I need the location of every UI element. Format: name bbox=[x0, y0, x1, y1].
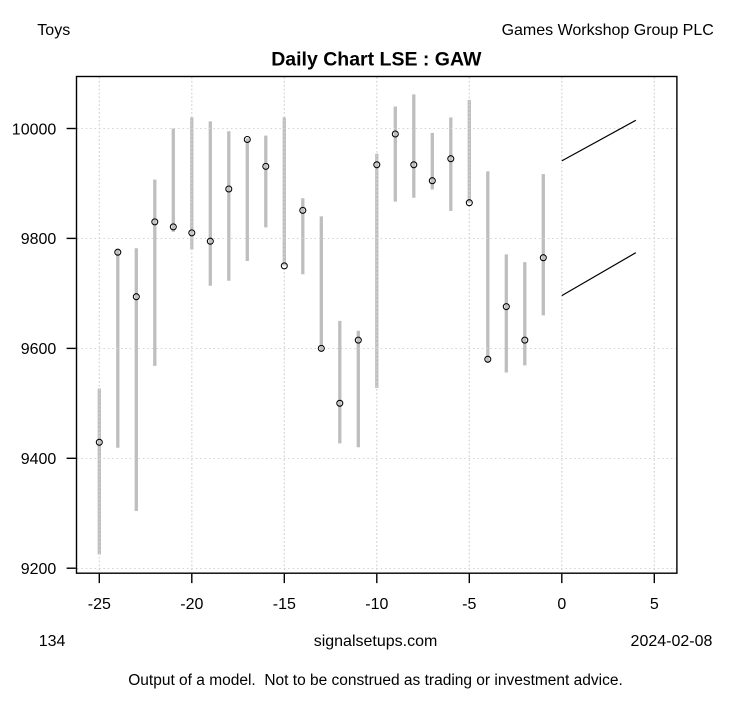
svg-text:-5: -5 bbox=[462, 596, 476, 613]
svg-text:-25: -25 bbox=[88, 596, 111, 613]
svg-text:10000: 10000 bbox=[12, 121, 57, 138]
svg-text:9800: 9800 bbox=[21, 231, 57, 248]
svg-text:Daily Chart LSE : GAW: Daily Chart LSE : GAW bbox=[271, 48, 482, 70]
svg-text:9600: 9600 bbox=[21, 341, 57, 358]
svg-text:9400: 9400 bbox=[21, 451, 57, 468]
svg-text:signalsetups.com: signalsetups.com bbox=[314, 633, 438, 650]
svg-text:-15: -15 bbox=[273, 596, 296, 613]
svg-text:-10: -10 bbox=[365, 596, 388, 613]
svg-text:134: 134 bbox=[39, 633, 66, 650]
svg-text:-20: -20 bbox=[180, 596, 203, 613]
svg-text:Games Workshop Group PLC: Games Workshop Group PLC bbox=[502, 22, 714, 39]
svg-text:2024-02-08: 2024-02-08 bbox=[631, 633, 713, 650]
svg-text:9200: 9200 bbox=[21, 561, 57, 578]
svg-text:5: 5 bbox=[650, 596, 659, 613]
svg-text:0: 0 bbox=[557, 596, 566, 613]
svg-text:Output of a model. Not to be: Output of a model. Not to be construed a… bbox=[128, 672, 623, 689]
svg-text:Toys: Toys bbox=[37, 22, 70, 39]
